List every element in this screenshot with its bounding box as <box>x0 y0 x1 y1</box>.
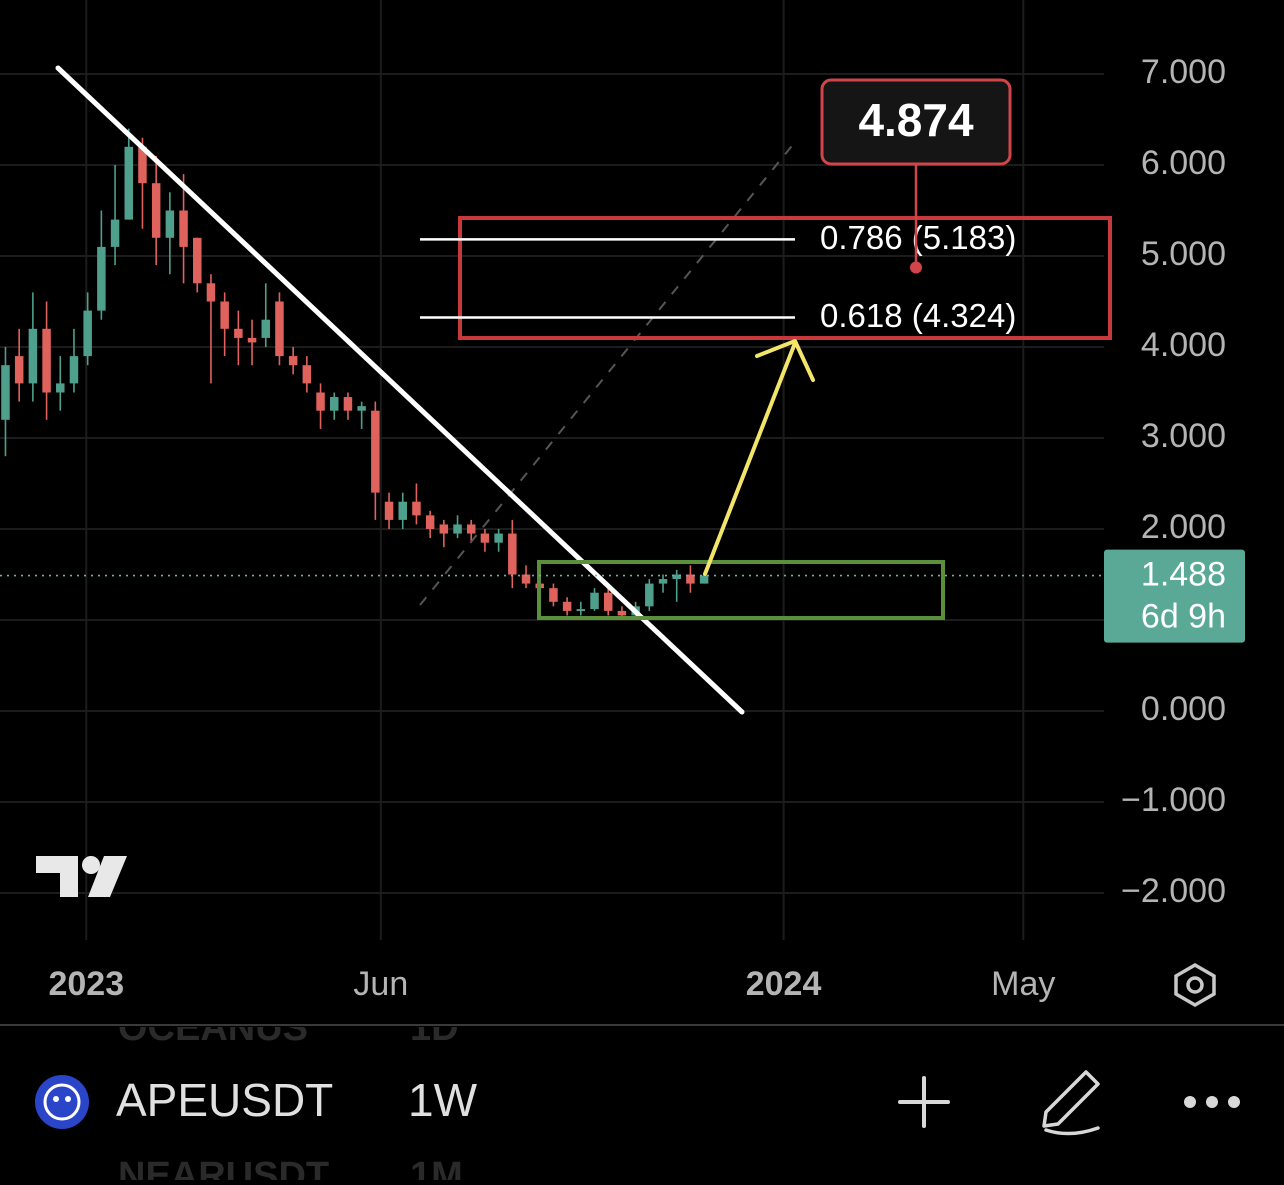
arrow-head <box>755 339 815 382</box>
behind-interval: 1D <box>410 1007 459 1049</box>
candle-body <box>617 610 627 616</box>
countdown: 6d 9h <box>1141 598 1226 636</box>
draw-button[interactable] <box>1042 1070 1100 1136</box>
candle-body <box>28 328 38 384</box>
candle-body <box>138 146 147 184</box>
behind-symbol: NEARUSDT <box>118 1155 329 1180</box>
x-tick-label: 2024 <box>746 965 822 1003</box>
candle-body <box>645 583 654 607</box>
candle-body <box>1 365 10 420</box>
accumulation-zone <box>537 560 945 620</box>
y-tick-label: 3.000 <box>1141 417 1226 455</box>
candle-body <box>412 501 421 516</box>
y-tick-label: 7.000 <box>1141 53 1226 91</box>
candle-body <box>343 397 353 411</box>
candle-body <box>206 283 216 302</box>
callout-label: 4.874 <box>858 94 974 146</box>
candle-body <box>576 609 586 612</box>
x-tick-label: 2023 <box>48 965 124 1003</box>
last-price-badge <box>1104 549 1245 643</box>
candle-body <box>658 579 668 584</box>
y-tick-label: 5.000 <box>1141 235 1226 273</box>
y-tick-label: 2.000 <box>1141 508 1226 546</box>
candles <box>1 128 709 620</box>
candle-body <box>193 237 202 284</box>
candle-body <box>672 574 681 580</box>
candle-body <box>247 337 257 343</box>
candle-body <box>14 356 24 384</box>
add-button[interactable] <box>898 1076 950 1128</box>
candle-body <box>590 592 599 610</box>
candle-body <box>686 574 695 584</box>
y-tick-label: 4.000 <box>1141 326 1226 364</box>
candle-body <box>83 310 92 357</box>
y-tick-label: 6.000 <box>1141 144 1226 182</box>
candle-body <box>179 210 188 247</box>
candle-body <box>288 356 298 366</box>
candle-body <box>425 515 435 529</box>
x-tick-label: May <box>991 965 1055 1003</box>
overlay: 1.488 6d 9h 0.786 (5.183) 0.618 (4.324) 4.87… <box>0 78 1245 643</box>
interval[interactable]: 1W <box>408 1074 478 1126</box>
candle-body <box>261 319 270 338</box>
candle-body <box>69 356 79 384</box>
candle-body <box>275 301 284 357</box>
arrow-shaft <box>703 341 797 576</box>
drawings <box>55 65 1112 715</box>
grid <box>0 0 1104 940</box>
candle-body <box>56 383 65 393</box>
candle-body <box>234 328 243 338</box>
callout-dot <box>910 261 922 274</box>
y-tick-label: 0.000 <box>1141 690 1226 728</box>
fib-label: 0.786 (5.183) <box>820 219 1016 256</box>
candle-body <box>220 301 229 329</box>
settings-icon[interactable] <box>1174 962 1216 1008</box>
candle-body <box>508 533 517 575</box>
symbol[interactable]: APEUSDT <box>116 1074 333 1126</box>
y-tick-label: −2.000 <box>1121 872 1226 910</box>
candle-body <box>124 146 134 220</box>
candle-body <box>494 533 503 543</box>
candle-body <box>453 524 462 534</box>
candle-body <box>371 410 380 493</box>
candle-body <box>398 501 407 520</box>
candle-body <box>549 588 558 602</box>
last-price-label: 1.488 <box>1141 556 1226 594</box>
tv-logo <box>36 856 127 897</box>
candle-body <box>302 365 312 384</box>
more-button[interactable] <box>1184 1096 1240 1108</box>
candle-body <box>699 575 709 584</box>
candle-body <box>316 392 325 411</box>
candle-body <box>165 210 175 238</box>
candle-body <box>439 524 449 534</box>
candle-body <box>384 501 394 520</box>
candle-body <box>466 524 476 534</box>
behind-interval: 1M <box>410 1155 463 1180</box>
candle-body <box>480 533 490 543</box>
behind-symbol: OCEANUS <box>118 1007 308 1049</box>
target-zone <box>458 216 1112 340</box>
y-tick-label: −1.000 <box>1121 781 1226 819</box>
trend-line <box>55 65 745 715</box>
symbol-bar: OCEANUS 1D NEARUSDT 1M <box>118 1007 463 1180</box>
symbol-icon[interactable] <box>35 1075 89 1129</box>
candle-body <box>110 219 120 247</box>
candle-body <box>357 406 366 411</box>
candle-body <box>562 601 572 611</box>
candle-body <box>521 574 531 584</box>
fib-label: 0.618 (4.324) <box>820 297 1016 334</box>
candle-body <box>42 328 51 393</box>
callout-box <box>820 78 1012 166</box>
x-tick-label: Jun <box>353 965 408 1003</box>
candle-body <box>151 183 161 238</box>
candle-body <box>97 246 106 311</box>
candle-body <box>603 592 613 611</box>
candle-body <box>330 397 339 411</box>
